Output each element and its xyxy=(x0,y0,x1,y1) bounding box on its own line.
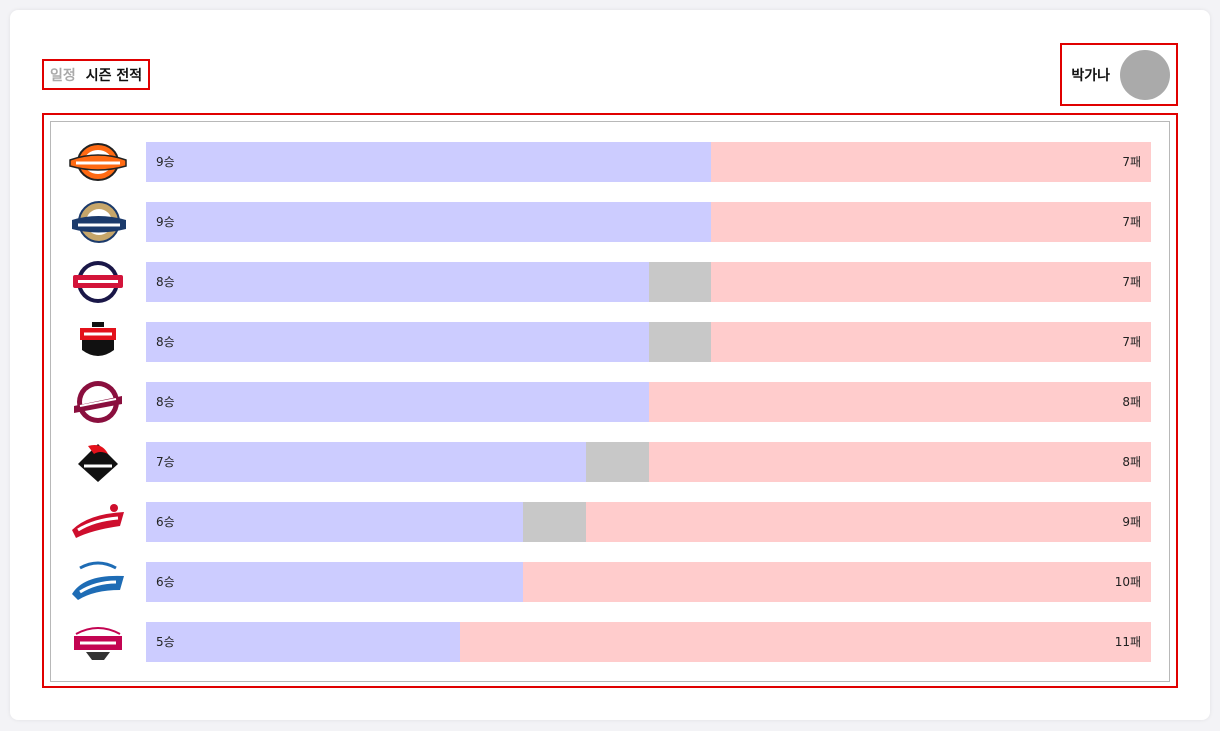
team-row: 7승 8패 xyxy=(51,442,1171,482)
wins-label: 6승 xyxy=(156,515,175,529)
losses-segment: 9패 xyxy=(585,502,1151,542)
losses-label: 8패 xyxy=(1122,455,1141,469)
bears-logo xyxy=(73,261,123,303)
lions-logo xyxy=(72,561,124,600)
record-bar: 8승 8패 xyxy=(146,382,1151,422)
twins-logo xyxy=(74,627,122,660)
wins-segment: 9승 xyxy=(146,202,712,242)
wins-label: 9승 xyxy=(156,215,175,229)
losses-label: 8패 xyxy=(1122,395,1141,409)
wins-label: 5승 xyxy=(156,635,175,649)
landers-logo xyxy=(72,504,124,538)
wins-segment: 6승 xyxy=(146,562,523,602)
losses-segment: 10패 xyxy=(522,562,1151,602)
user-profile[interactable]: 박가나 xyxy=(1060,43,1178,106)
team-row: 8승 7패 xyxy=(51,261,1171,303)
team-row: 6승 9패 xyxy=(51,502,1171,542)
eagles-logo xyxy=(69,143,127,181)
tab-bar: 일정 시즌 전적 xyxy=(42,59,151,90)
tab-season-record[interactable]: 시즌 전적 xyxy=(85,67,143,84)
record-bar: 9승 7패 xyxy=(146,202,1151,242)
wins-label: 8승 xyxy=(156,335,175,349)
losses-label: 10패 xyxy=(1114,575,1141,589)
wins-label: 9승 xyxy=(156,155,175,169)
draws-segment xyxy=(648,262,712,302)
team-row: 8승 7패 xyxy=(51,322,1171,362)
losses-label: 7패 xyxy=(1122,215,1141,229)
losses-label: 7패 xyxy=(1122,275,1141,289)
ktwiz-logo xyxy=(78,444,118,482)
losses-label: 7패 xyxy=(1122,155,1141,169)
team-row: 9승 7패 xyxy=(51,142,1171,182)
tab-schedule[interactable]: 일정 xyxy=(50,67,76,84)
record-bar: 8승 7패 xyxy=(146,262,1151,302)
wins-segment: 9승 xyxy=(146,142,712,182)
team-row: 5승 11패 xyxy=(51,622,1171,662)
losses-segment: 7패 xyxy=(711,262,1151,302)
team-row: 8승 8패 xyxy=(51,381,1171,423)
record-bar: 8승 7패 xyxy=(146,322,1151,362)
losses-label: 9패 xyxy=(1122,515,1141,529)
record-bar: 5승 11패 xyxy=(146,622,1151,662)
wins-label: 8승 xyxy=(156,395,175,409)
draws-segment xyxy=(648,322,712,362)
wins-segment: 7승 xyxy=(146,442,586,482)
losses-segment: 11패 xyxy=(460,622,1151,662)
team-row: 6승 10패 xyxy=(51,561,1171,602)
kiwoom-logo xyxy=(74,381,122,423)
standings-list: 9승 7패 9승 7패 xyxy=(50,121,1170,682)
team-row: 9승 7패 xyxy=(51,201,1171,243)
record-bar: 9승 7패 xyxy=(146,142,1151,182)
wins-segment: 5승 xyxy=(146,622,461,662)
losses-label: 7패 xyxy=(1122,335,1141,349)
losses-segment: 7패 xyxy=(711,142,1151,182)
losses-segment: 7패 xyxy=(711,202,1151,242)
dinos-logo xyxy=(72,201,126,243)
wins-segment: 8승 xyxy=(146,322,649,362)
draws-segment xyxy=(522,502,586,542)
wins-segment: 8승 xyxy=(146,382,649,422)
avatar[interactable] xyxy=(1120,49,1170,100)
record-bar: 6승 10패 xyxy=(146,562,1151,602)
standings-panel: 9승 7패 9승 7패 xyxy=(42,113,1178,688)
draws-segment xyxy=(585,442,649,482)
tigers-logo xyxy=(80,322,116,356)
losses-segment: 8패 xyxy=(648,442,1151,482)
user-name: 박가나 xyxy=(1071,67,1110,84)
losses-label: 11패 xyxy=(1114,635,1141,649)
wins-label: 6승 xyxy=(156,575,175,589)
record-bar: 6승 9패 xyxy=(146,502,1151,542)
main-card: 일정 시즌 전적 박가나 9승 7패 xyxy=(10,10,1210,720)
wins-label: 7승 xyxy=(156,455,175,469)
losses-segment: 8패 xyxy=(648,382,1151,422)
wins-segment: 8승 xyxy=(146,262,649,302)
losses-segment: 7패 xyxy=(711,322,1151,362)
wins-label: 8승 xyxy=(156,275,175,289)
wins-segment: 6승 xyxy=(146,502,523,542)
record-bar: 7승 8패 xyxy=(146,442,1151,482)
